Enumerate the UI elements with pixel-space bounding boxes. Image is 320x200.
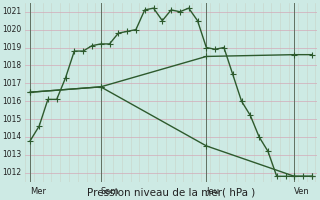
Text: Ven: Ven [294,187,310,196]
Text: 1016: 1016 [2,97,21,106]
Text: 1012: 1012 [2,168,21,177]
Text: 1014: 1014 [2,132,21,141]
Text: 1020: 1020 [2,25,21,34]
Text: 1013: 1013 [2,150,21,159]
Text: Sam: Sam [101,187,119,196]
Text: Mer: Mer [30,187,46,196]
Text: 1019: 1019 [2,43,21,52]
Text: 1017: 1017 [2,79,21,88]
Text: 1015: 1015 [2,115,21,124]
Text: Jeu: Jeu [206,187,220,196]
Text: 1018: 1018 [2,61,21,70]
X-axis label: Pression niveau de la mer( hPa ): Pression niveau de la mer( hPa ) [87,187,255,197]
Text: 1021: 1021 [2,7,21,16]
